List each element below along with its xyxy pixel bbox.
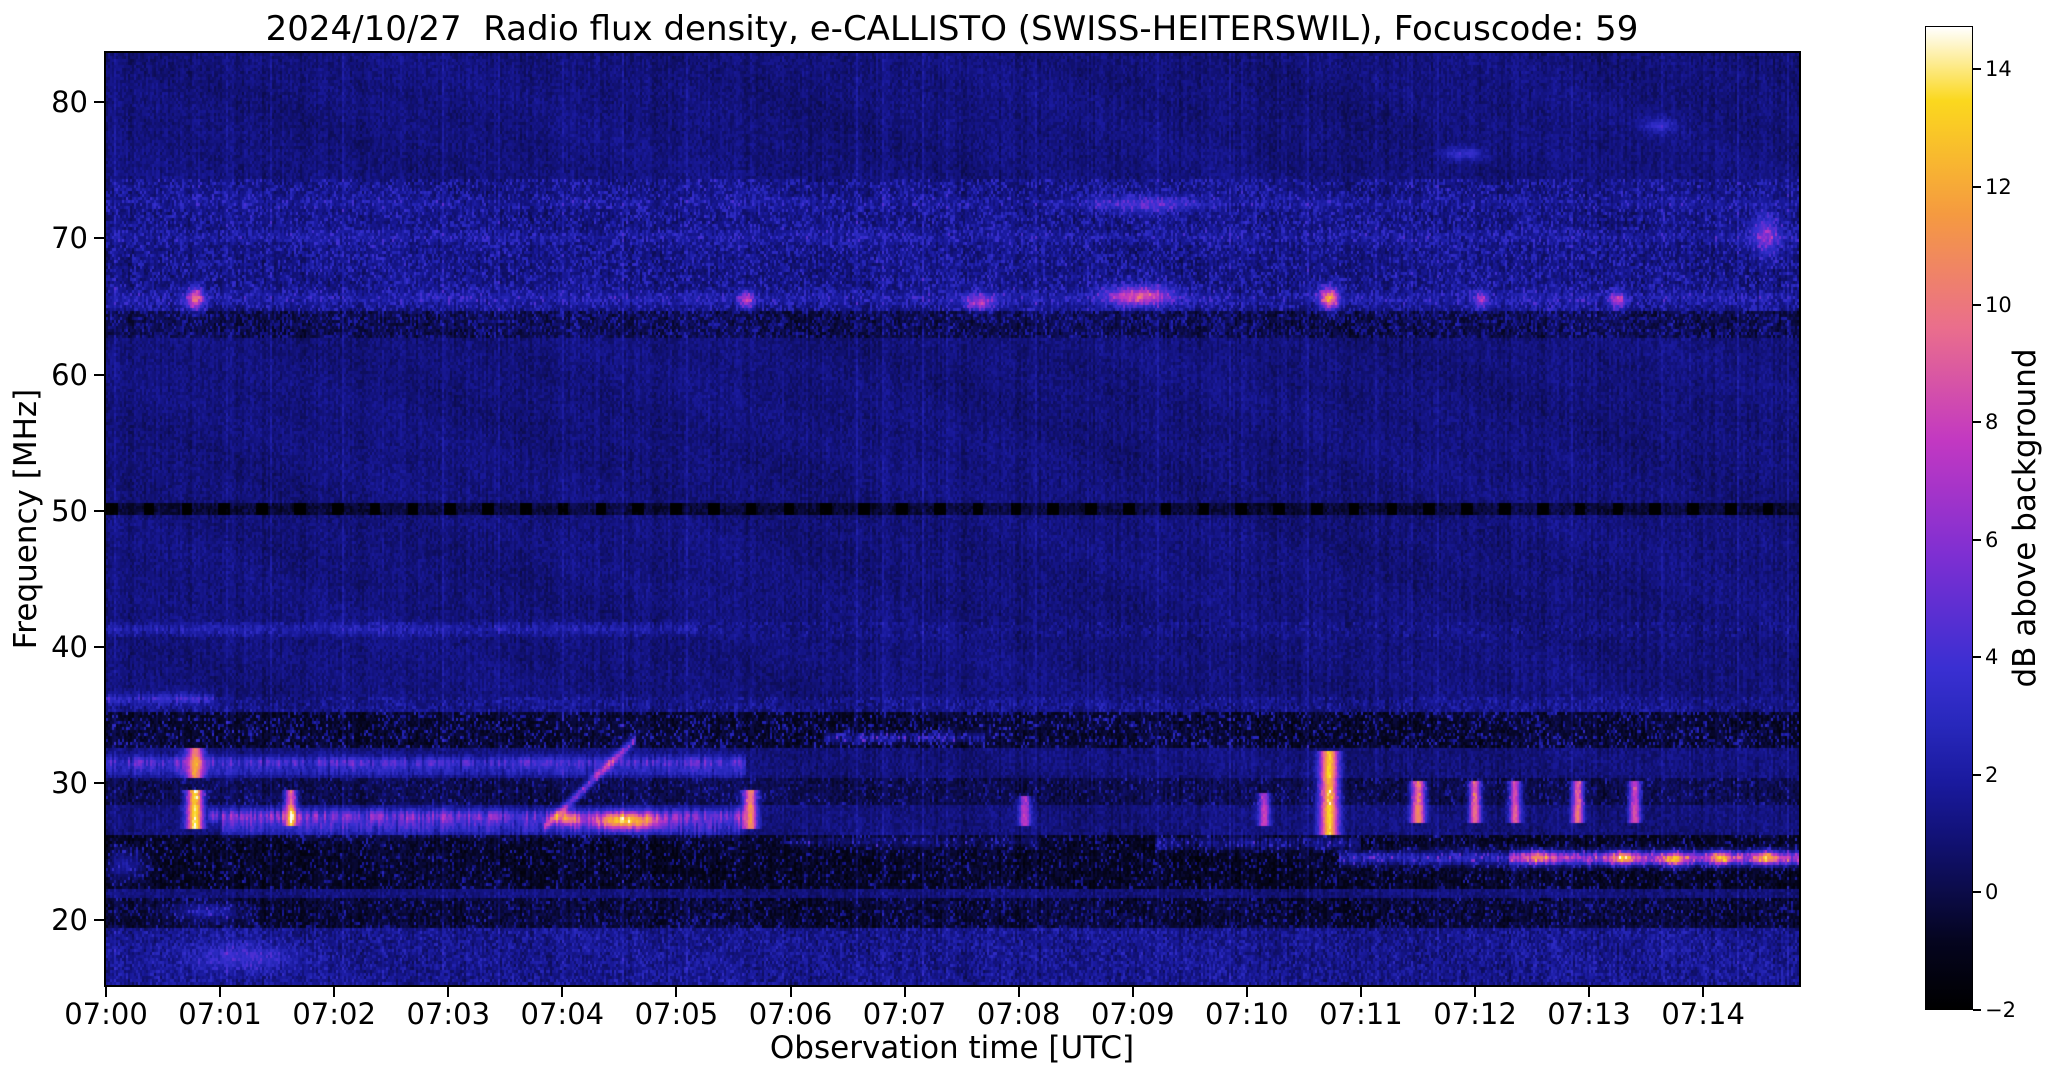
colorbar-tick-label: 0 (1985, 880, 1999, 905)
x-tick-mark (561, 987, 564, 997)
x-tick-label: 07:07 (862, 997, 947, 1031)
y-tick-mark (94, 782, 104, 785)
x-tick-label: 07:04 (520, 997, 605, 1031)
y-tick-mark (94, 237, 104, 240)
y-tick-mark (94, 918, 104, 921)
colorbar-tick-mark (1973, 891, 1981, 894)
y-tick-label: 70 (51, 221, 88, 256)
y-tick-mark (94, 646, 104, 649)
x-tick-mark (789, 987, 792, 997)
x-tick-label: 07:03 (406, 997, 491, 1031)
x-tick-label: 07:12 (1433, 997, 1517, 1031)
x-tick-mark (675, 987, 678, 997)
x-tick-label: 07:10 (1205, 997, 1289, 1031)
colorbar-tick-label: 4 (1985, 645, 1999, 670)
colorbar-tick-mark (1973, 656, 1981, 659)
x-tick-mark (1588, 987, 1591, 997)
x-tick-label: 07:14 (1661, 997, 1745, 1031)
x-tick-mark (1131, 987, 1134, 997)
colorbar-label: dB above background (2007, 348, 2043, 688)
x-tick-label: 07:05 (634, 997, 719, 1031)
y-tick-label: 20 (51, 902, 88, 937)
colorbar-tick-mark (1973, 773, 1981, 776)
x-tick-label: 07:06 (748, 997, 833, 1031)
y-tick-mark (94, 509, 104, 512)
y-tick-label: 80 (51, 85, 88, 120)
x-tick-label: 07:02 (292, 997, 376, 1031)
colorbar-tick-mark (1973, 1009, 1981, 1011)
x-tick-mark (1245, 987, 1248, 997)
colorbar-tick-label: −2 (1985, 998, 2016, 1022)
x-tick-mark (219, 987, 222, 997)
x-tick-mark (1017, 987, 1020, 997)
colorbar-tick-mark (1973, 303, 1981, 306)
y-tick-mark (94, 373, 104, 376)
colorbar-tick-mark (1973, 421, 1981, 424)
x-tick-mark (1702, 987, 1705, 997)
colorbar-tick-label: 10 (1985, 292, 2012, 317)
colorbar (1925, 26, 1973, 1010)
x-tick-mark (105, 987, 107, 997)
colorbar-tick-mark (1973, 538, 1981, 541)
y-tick-label: 60 (51, 357, 88, 392)
colorbar-tick-label: 8 (1985, 410, 1999, 435)
colorbar-tick-label: 14 (1985, 57, 2012, 82)
y-tick-label: 40 (51, 630, 88, 665)
colorbar-tick-label: 6 (1985, 527, 1999, 552)
spectrogram-heatmap (106, 53, 1799, 985)
x-tick-mark (447, 987, 450, 997)
colorbar-tick-label: 12 (1985, 175, 2012, 200)
x-axis-label: Observation time [UTC] (769, 1030, 1135, 1066)
x-tick-label: 07:13 (1547, 997, 1631, 1031)
y-tick-label: 50 (51, 493, 88, 528)
x-tick-mark (1359, 987, 1362, 997)
plot-area (104, 51, 1801, 987)
x-tick-label: 07:08 (976, 997, 1061, 1031)
colorbar-tick-mark (1973, 68, 1981, 71)
x-tick-mark (333, 987, 336, 997)
colorbar-tick-label: 2 (1985, 762, 1999, 787)
colorbar-tick-mark (1973, 186, 1981, 189)
x-tick-label: 07:09 (1090, 997, 1175, 1031)
x-tick-mark (1474, 987, 1476, 997)
chart-title: 2024/10/27 Radio flux density, e-CALLIST… (265, 9, 1639, 49)
x-tick-label: 07:01 (178, 997, 262, 1031)
y-tick-label: 30 (51, 766, 88, 801)
x-tick-label: 07:11 (1319, 997, 1403, 1031)
y-axis-label: Frequency [MHz] (8, 388, 44, 650)
x-tick-mark (903, 987, 906, 997)
y-tick-mark (94, 101, 104, 104)
x-tick-label: 07:00 (64, 997, 148, 1031)
